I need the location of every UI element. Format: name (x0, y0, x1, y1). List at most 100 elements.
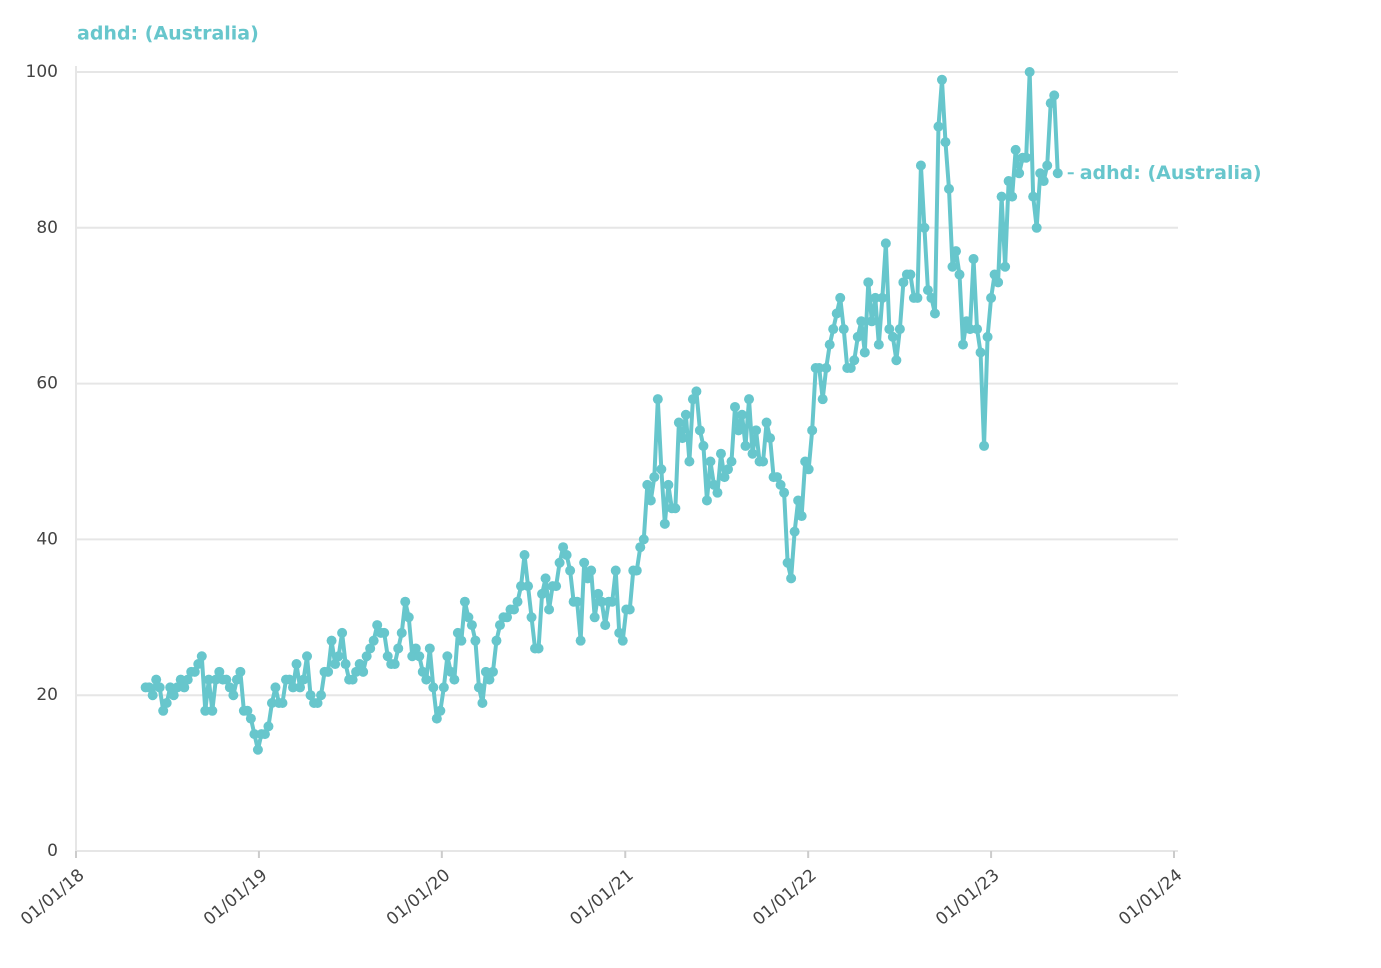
x-tick-label: 01/01/20 (383, 865, 454, 929)
data-point (898, 277, 909, 288)
data-point (537, 588, 548, 599)
data-point (905, 269, 916, 280)
data-point (965, 324, 976, 335)
data-point (915, 160, 926, 171)
data-point (512, 596, 523, 607)
data-point (305, 690, 316, 701)
data-point (593, 588, 604, 599)
data-point (701, 495, 712, 506)
data-point (175, 674, 186, 685)
y-tick-label: 0 (47, 841, 58, 861)
data-point (772, 472, 783, 483)
data-point (744, 394, 755, 405)
data-point (182, 674, 193, 685)
data-point (596, 596, 607, 607)
data-point (1003, 176, 1014, 187)
data-point (424, 643, 435, 654)
data-point (712, 487, 723, 498)
data-point (407, 651, 418, 662)
data-point (516, 581, 527, 592)
data-point (687, 394, 698, 405)
data-point (221, 674, 232, 685)
data-point (312, 697, 323, 708)
data-point (740, 440, 751, 451)
data-point (203, 674, 214, 685)
data-point (845, 363, 856, 374)
data-point (803, 464, 814, 475)
data-point (210, 674, 221, 685)
data-point (463, 612, 474, 623)
data-point (459, 596, 470, 607)
x-tick-label: 01/01/18 (17, 865, 88, 929)
data-point (873, 339, 884, 350)
data-point (852, 331, 863, 342)
data-point (715, 448, 726, 459)
data-point (1028, 191, 1039, 202)
data-point (880, 238, 891, 249)
data-point (730, 401, 741, 412)
data-point (891, 355, 902, 366)
data-point (838, 324, 849, 335)
series-label: adhd: (Australia) (1080, 162, 1262, 184)
data-point (379, 627, 390, 638)
data-point (586, 565, 597, 576)
data-point (214, 666, 225, 677)
data-point (326, 635, 337, 646)
data-point (193, 659, 204, 670)
data-point (649, 472, 660, 483)
data-point (1000, 261, 1011, 272)
data-point (726, 456, 737, 467)
data-point (747, 448, 758, 459)
data-point (922, 285, 933, 296)
data-point (196, 651, 207, 662)
data-point (414, 651, 425, 662)
y-tick-label: 20 (36, 685, 58, 705)
data-point (235, 666, 246, 677)
data-point (259, 729, 270, 740)
data-point (477, 697, 488, 708)
data-point (435, 705, 446, 716)
data-point (1010, 144, 1021, 155)
data-point (449, 674, 460, 685)
data-point (337, 627, 348, 638)
data-point (372, 620, 383, 631)
data-point (456, 635, 467, 646)
data-point (540, 573, 551, 584)
data-point (982, 331, 993, 342)
data-point (445, 666, 456, 677)
data-point (410, 643, 421, 654)
data-point (361, 651, 372, 662)
data-point (393, 643, 404, 654)
data-point (189, 666, 200, 677)
data-point (147, 690, 158, 701)
data-point (480, 666, 491, 677)
data-point (158, 705, 169, 716)
data-point (179, 682, 190, 693)
data-point (284, 674, 295, 685)
data-point (151, 674, 162, 685)
data-point (252, 744, 263, 755)
data-point (789, 526, 800, 537)
data-point (421, 674, 432, 685)
data-point (775, 479, 786, 490)
data-point (642, 479, 653, 490)
data-point (365, 643, 376, 654)
x-tick-label: 01/01/21 (566, 865, 637, 929)
data-point (943, 183, 954, 194)
data-point (670, 503, 681, 514)
data-point (817, 394, 828, 405)
data-point (165, 682, 176, 693)
data-point (501, 612, 512, 623)
data-point (737, 409, 748, 420)
data-point (466, 620, 477, 631)
data-point (333, 651, 344, 662)
data-point (652, 394, 663, 405)
data-point (765, 433, 776, 444)
data-point (266, 697, 277, 708)
data-point (947, 261, 958, 272)
data-point (417, 666, 428, 677)
y-tick-label: 100 (26, 62, 58, 82)
data-point (782, 557, 793, 568)
data-point (870, 292, 881, 303)
